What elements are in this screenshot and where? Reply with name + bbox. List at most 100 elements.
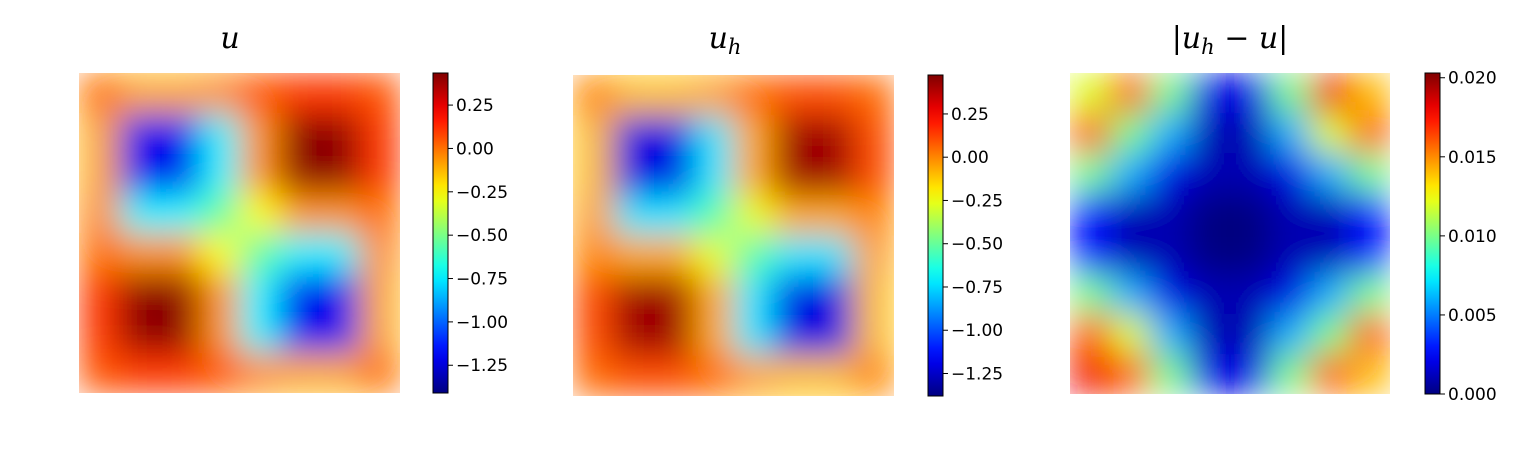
heatmap-cell — [239, 313, 281, 354]
heatmap-cell — [1150, 113, 1191, 154]
colorbar — [927, 74, 944, 397]
heatmap-cell — [613, 355, 654, 396]
heatmap-cell — [279, 113, 321, 154]
heatmap-cell — [613, 195, 654, 236]
heatmap-cell — [693, 115, 734, 156]
heatmap-cell — [1070, 313, 1111, 355]
heatmap-cell — [1150, 193, 1191, 234]
heatmap-cell — [279, 313, 321, 354]
heatmap-cell — [1230, 73, 1271, 114]
heatmap-cell — [1070, 193, 1111, 234]
panel-title: |uh − u| — [1172, 21, 1289, 59]
heatmap-cell — [1070, 353, 1111, 394]
heatmap-cell — [359, 313, 400, 354]
colorbar-tick-label: −0.50 — [951, 235, 1003, 255]
heatmap-cell — [573, 235, 614, 277]
heatmap-cell — [693, 195, 734, 236]
heatmap-cell — [813, 75, 855, 116]
colorbar-tick-label: −1.25 — [456, 356, 508, 376]
heatmap-cell — [1070, 273, 1111, 315]
heatmap-cell — [1350, 73, 1390, 114]
heatmap-cell — [1270, 273, 1311, 315]
colorbar-tick-label: 0.25 — [951, 105, 989, 125]
heatmap-cell — [119, 353, 160, 393]
heatmap-cell — [279, 153, 321, 194]
heatmap-cell — [733, 235, 775, 277]
heatmap-cell — [773, 195, 815, 236]
heatmap-cell — [319, 353, 361, 393]
heatmap-cell — [693, 355, 734, 396]
heatmap-cell — [279, 353, 321, 393]
heatmap-cell — [733, 355, 775, 396]
heatmap-cell — [573, 315, 614, 357]
heatmap-cell — [1190, 313, 1231, 355]
heatmap-cell — [359, 153, 400, 194]
heatmap-cell — [1310, 313, 1351, 355]
heatmap-cell — [653, 315, 694, 357]
heatmap-cell — [1150, 353, 1191, 394]
colorbar-tick-label: 0.015 — [1448, 148, 1497, 168]
heatmap-cell — [79, 193, 120, 234]
colorbar-tick-label: 0.010 — [1448, 227, 1497, 247]
heatmap-cell — [773, 275, 815, 317]
heatmap-cell — [1110, 233, 1151, 275]
heatmap-cell — [1230, 233, 1271, 275]
heatmap-cell — [613, 275, 654, 317]
heatmap-cell — [279, 73, 321, 114]
heatmap-cell — [1270, 233, 1311, 275]
heatmap-cell — [733, 155, 775, 196]
heatmap-cell — [1110, 353, 1151, 394]
heatmap-cell — [573, 115, 614, 156]
heatmap-cell — [773, 355, 815, 396]
heatmap-cell — [693, 155, 734, 196]
heatmap-cell — [1350, 273, 1390, 315]
heatmap-cell — [1190, 353, 1231, 394]
heatmap-cell — [1230, 313, 1271, 355]
heatmap-cell — [813, 195, 855, 236]
heatmap-cell — [653, 155, 694, 196]
heatmap-cell — [573, 155, 614, 196]
title-main: u — [1182, 21, 1201, 56]
colorbar-tick-label: 0.000 — [1448, 385, 1497, 405]
heatmap-cell — [653, 115, 694, 156]
heatmap-cell — [1110, 273, 1151, 315]
heatmap-cell — [199, 193, 240, 234]
heatmap-cell — [159, 353, 200, 393]
heatmap-cell — [279, 273, 321, 314]
heatmap-cell — [1110, 153, 1151, 194]
colorbar-tick-label: −0.75 — [456, 270, 508, 290]
heatmap-cell — [359, 273, 400, 314]
heatmap-cell — [1270, 73, 1311, 114]
heatmap-cell — [199, 113, 240, 154]
heatmap-cell — [1350, 153, 1390, 194]
heatmap-cell — [653, 355, 694, 396]
heatmap-cell — [853, 315, 894, 357]
heatmap-cell — [853, 75, 894, 116]
heatmap-cell — [1310, 193, 1351, 234]
heatmap-cell — [853, 155, 894, 196]
title-subscript: h — [728, 35, 742, 59]
colorbar-tick-label: −1.00 — [951, 321, 1003, 341]
heatmap-cell — [733, 275, 775, 317]
heatmap-cell — [813, 315, 855, 357]
heatmap-cell — [319, 193, 361, 234]
heatmap-cell — [1150, 153, 1191, 194]
heatmap-cell — [1190, 73, 1231, 114]
heatmap-cell — [1350, 353, 1390, 394]
heatmap-cell — [613, 115, 654, 156]
heatmap-cell — [159, 153, 200, 194]
heatmap-cell — [853, 355, 894, 396]
heatmap-cell — [773, 315, 815, 357]
heatmap-cell — [1270, 113, 1311, 154]
heatmap-cell — [199, 73, 240, 114]
heatmap-cell — [319, 233, 361, 274]
heatmap-cell — [1150, 313, 1191, 355]
heatmap-cell — [1270, 353, 1311, 394]
heatmap-cell — [239, 233, 281, 274]
heatmap-cell — [159, 313, 200, 354]
heatmap-cell — [613, 315, 654, 357]
heatmap-cell — [653, 195, 694, 236]
heatmap-cell — [1190, 233, 1231, 275]
heatmap-cell — [693, 275, 734, 317]
